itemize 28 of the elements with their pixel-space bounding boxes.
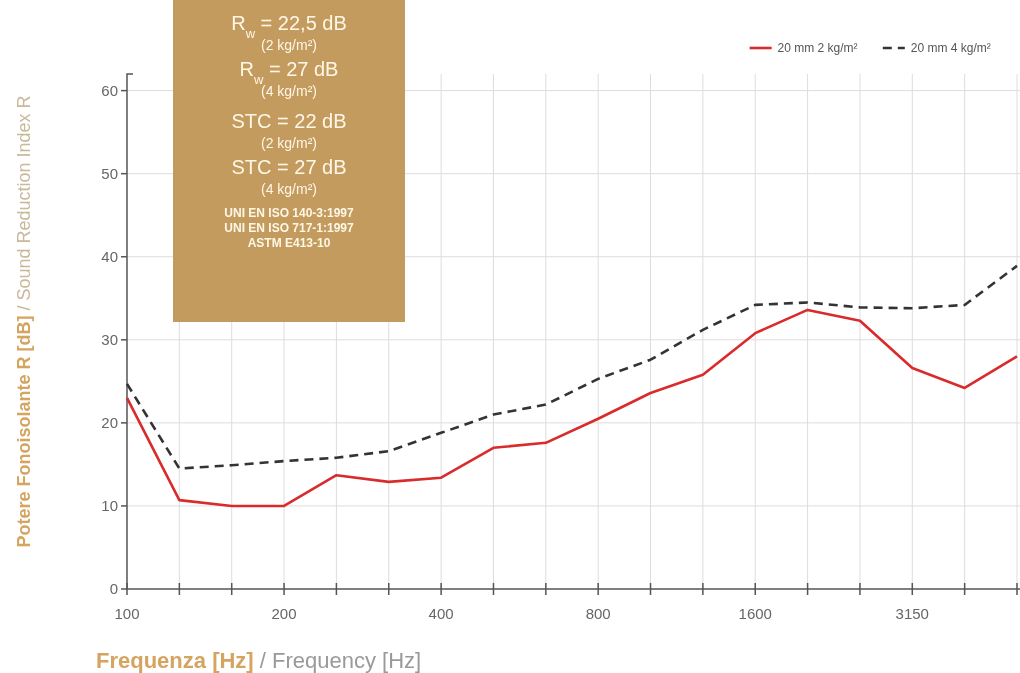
annotation: (4 kg/m²) [261, 181, 317, 197]
annotation: UNI EN ISO 140-3:1997 [224, 206, 355, 220]
legend-label: 20 mm 4 kg/m² [910, 41, 991, 56]
x-tick-label: 3150 [895, 605, 929, 622]
y-tick-label: 50 [101, 164, 118, 182]
text: (2 kg/m²) [261, 37, 317, 53]
x-tick-label: 800 [585, 605, 611, 622]
x-tick-label: 100 [114, 605, 140, 622]
annotation: UNI EN ISO 717-1:1997 [224, 221, 355, 235]
y-tick-label: 0 [109, 580, 118, 598]
x-axis-title: Frequenza [Hz] / Frequency [Hz] [96, 648, 422, 673]
annotation: ASTM E413-10 [247, 236, 331, 250]
y-tick-label: 60 [101, 81, 118, 99]
annotation: (2 kg/m²) [261, 135, 317, 151]
x-tick-label: 200 [271, 605, 297, 622]
line-series [125, 308, 1019, 508]
annotation: STC = 22 dB [231, 110, 347, 132]
legend-label: 20 mm 2 kg/m² [777, 41, 858, 56]
annotation: STC = 27 dB [231, 156, 347, 178]
y-tick-label: 10 [101, 497, 118, 515]
y-axis-title: Potere Fonoisolante R [dB] / Sound Reduction Index R [14, 95, 34, 548]
line-series [125, 264, 1019, 470]
x-tick-label: 400 [428, 605, 454, 622]
y-tick-label: 30 [101, 331, 118, 349]
annotation: (4 kg/m²) [261, 83, 317, 99]
x-tick-label: 1600 [738, 605, 772, 622]
y-tick-label: 40 [101, 247, 118, 265]
y-tick-label: 20 [101, 414, 118, 432]
